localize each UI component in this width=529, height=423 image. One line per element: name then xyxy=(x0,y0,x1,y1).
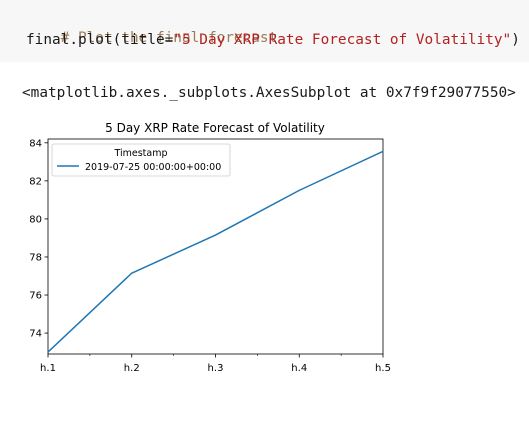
x-tick-label: h.1 xyxy=(40,363,56,374)
legend-series-label: 2019-07-25 00:00:00+00:00 xyxy=(85,162,221,173)
code-statement-line: final.plot(title="5 Day XRP Rate Forecas… xyxy=(26,31,520,49)
chart-legend: Timestamp 2019-07-25 00:00:00+00:00 xyxy=(52,144,230,176)
line-chart: 5 Day XRP Rate Forecast of Volatility 74… xyxy=(0,112,529,419)
plot-output: 5 Day XRP Rate Forecast of Volatility 74… xyxy=(0,112,529,419)
x-tick-label: h.4 xyxy=(291,363,307,374)
code-cell[interactable]: # Plot the final forecast final.plot(tit… xyxy=(0,0,529,62)
code-title-string: "5 Day XRP Rate Forecast of Volatility" xyxy=(173,32,511,48)
code-close-paren: ) xyxy=(511,32,520,48)
series-line xyxy=(48,151,383,352)
y-tick-label: 80 xyxy=(29,214,42,225)
y-tick-label: 74 xyxy=(29,329,42,340)
x-tick-label: h.3 xyxy=(208,363,224,374)
y-tick-label: 78 xyxy=(29,252,42,263)
x-tick-label: h.2 xyxy=(124,363,140,374)
chart-title: 5 Day XRP Rate Forecast of Volatility xyxy=(105,121,325,135)
output-repr-text: <matplotlib.axes._subplots.AxesSubplot a… xyxy=(22,84,516,102)
y-tick-label: 76 xyxy=(29,291,42,302)
code-call: final.plot(title= xyxy=(26,32,173,48)
x-tick-label: h.5 xyxy=(375,363,391,374)
y-tick-label: 84 xyxy=(29,138,42,149)
y-tick-label: 82 xyxy=(29,176,42,187)
legend-title: Timestamp xyxy=(113,148,167,159)
